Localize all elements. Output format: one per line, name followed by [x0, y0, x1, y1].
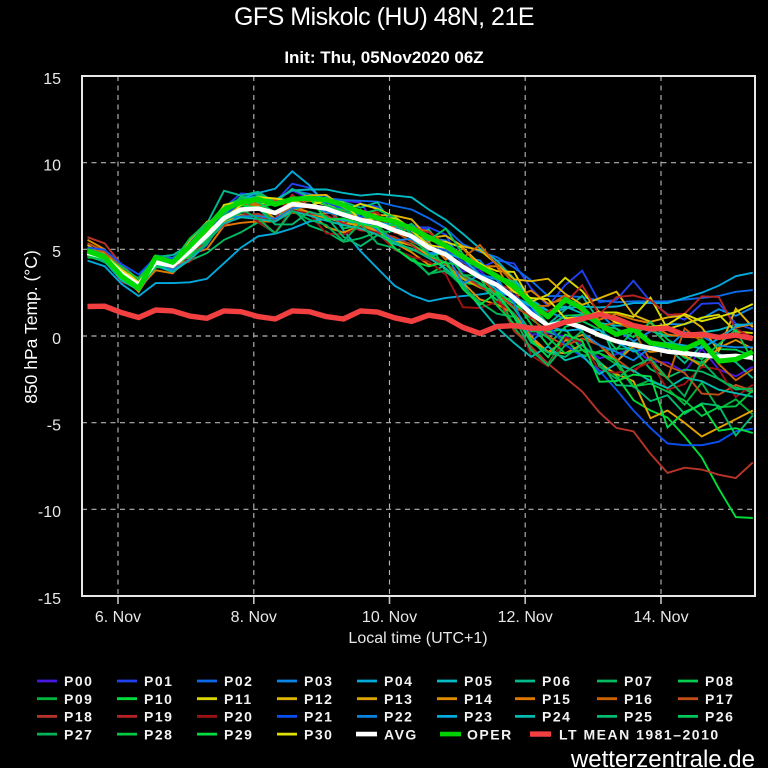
svg-text:P05: P05: [464, 673, 493, 689]
svg-text:P01: P01: [144, 673, 173, 689]
svg-text:P16: P16: [624, 691, 653, 707]
svg-text:P22: P22: [384, 709, 413, 725]
svg-text:P29: P29: [224, 726, 253, 742]
svg-text:P27: P27: [64, 726, 93, 742]
svg-text:850 hPa Temp. (°C): 850 hPa Temp. (°C): [21, 250, 41, 404]
svg-text:8. Nov: 8. Nov: [231, 609, 277, 626]
svg-text:6. Nov: 6. Nov: [95, 609, 141, 626]
svg-text:Local time (UTC+1): Local time (UTC+1): [348, 630, 487, 647]
svg-text:P11: P11: [224, 691, 253, 707]
svg-text:P13: P13: [384, 691, 413, 707]
svg-text:P21: P21: [304, 709, 333, 725]
svg-text:P14: P14: [464, 691, 493, 707]
svg-text:12. Nov: 12. Nov: [498, 609, 553, 626]
svg-text:5: 5: [52, 244, 61, 261]
svg-text:-10: -10: [38, 504, 61, 521]
svg-text:P10: P10: [144, 691, 173, 707]
svg-text:P25: P25: [624, 709, 653, 725]
svg-text:P20: P20: [224, 709, 253, 725]
svg-text:P18: P18: [64, 709, 93, 725]
svg-text:LT MEAN 1981–2010: LT MEAN 1981–2010: [559, 726, 720, 742]
svg-text:0: 0: [52, 331, 61, 348]
svg-text:P24: P24: [542, 709, 571, 725]
svg-text:P02: P02: [224, 673, 253, 689]
svg-text:-5: -5: [47, 418, 61, 435]
svg-text:P26: P26: [705, 709, 734, 725]
svg-text:OPER: OPER: [467, 726, 513, 742]
svg-text:15: 15: [43, 71, 61, 88]
svg-text:P09: P09: [64, 691, 93, 707]
svg-text:P17: P17: [705, 691, 734, 707]
svg-text:P30: P30: [304, 726, 333, 742]
svg-text:P07: P07: [624, 673, 653, 689]
svg-text:wetterzentrale.de: wetterzentrale.de: [570, 746, 755, 768]
svg-text:P12: P12: [304, 691, 333, 707]
svg-text:P15: P15: [542, 691, 571, 707]
svg-text:10. Nov: 10. Nov: [362, 609, 417, 626]
svg-text:P03: P03: [304, 673, 333, 689]
svg-text:-15: -15: [38, 591, 61, 608]
svg-text:AVG: AVG: [384, 726, 418, 742]
svg-text:GFS Miskolc (HU) 48N, 21E: GFS Miskolc (HU) 48N, 21E: [234, 3, 534, 31]
svg-text:10: 10: [43, 158, 61, 175]
svg-text:P19: P19: [144, 709, 173, 725]
svg-text:14. Nov: 14. Nov: [633, 609, 688, 626]
svg-text:Init: Thu, 05Nov2020 06Z: Init: Thu, 05Nov2020 06Z: [284, 48, 483, 67]
svg-text:P06: P06: [542, 673, 571, 689]
svg-text:P04: P04: [384, 673, 413, 689]
svg-text:P00: P00: [64, 673, 93, 689]
svg-text:P23: P23: [464, 709, 493, 725]
svg-text:P08: P08: [705, 673, 734, 689]
svg-text:P28: P28: [144, 726, 173, 742]
